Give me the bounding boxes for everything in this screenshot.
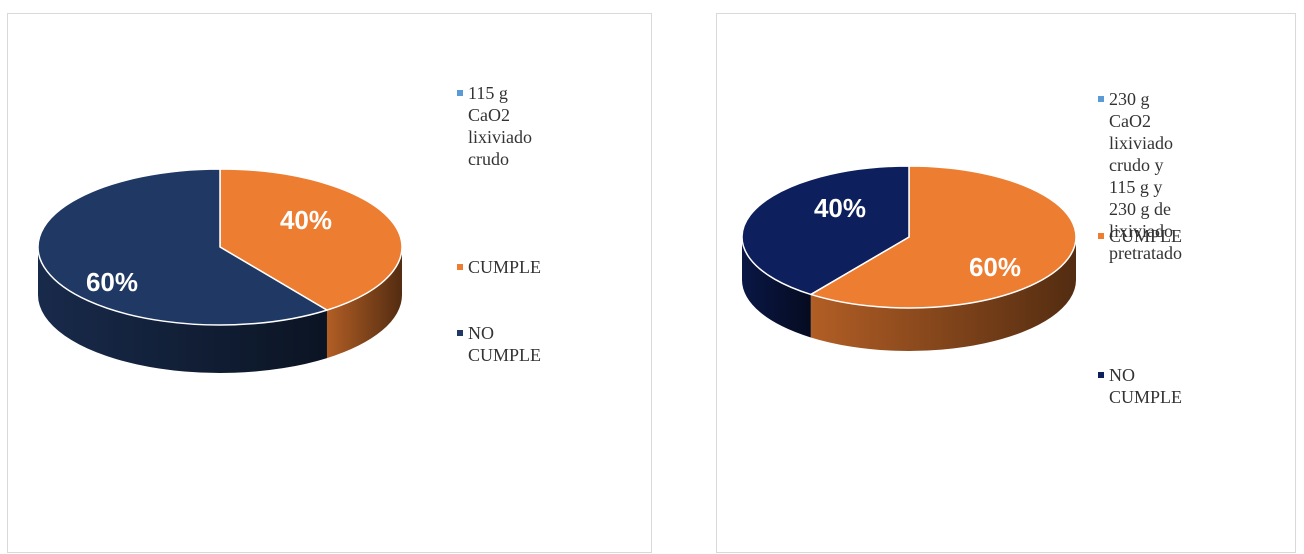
pie-chart-2: 60% 40% xyxy=(717,14,1297,554)
legend-swatch xyxy=(457,90,463,96)
legend-item: CUMPLE xyxy=(457,256,541,278)
legend-label: NO CUMPLE xyxy=(468,322,541,366)
data-label: 40% xyxy=(814,193,866,223)
data-label: 60% xyxy=(969,252,1021,282)
legend-item: CUMPLE xyxy=(1098,225,1182,247)
legend-swatch xyxy=(1098,372,1104,378)
data-label: 60% xyxy=(86,267,138,297)
legend-swatch xyxy=(1098,96,1104,102)
chart-panel-1: 40% 60% 115 g CaO2 lixiviado crudo CUMPLE… xyxy=(7,13,652,553)
legend-label: CUMPLE xyxy=(468,256,541,278)
legend-swatch xyxy=(457,264,463,270)
chart-panel-2: 60% 40% 230 g CaO2 lixiviado crudo y 115 … xyxy=(716,13,1296,553)
legend-item: 115 g CaO2 lixiviado crudo xyxy=(457,82,532,170)
legend-swatch xyxy=(457,330,463,336)
legend-item: NO CUMPLE xyxy=(457,322,541,366)
legend-label: 115 g CaO2 lixiviado crudo xyxy=(468,82,532,170)
legend-label: NO CUMPLE xyxy=(1109,364,1182,408)
legend-swatch xyxy=(1098,233,1104,239)
legend-item: NO CUMPLE xyxy=(1098,364,1182,408)
data-label: 40% xyxy=(280,205,332,235)
pie-chart-1: 40% 60% xyxy=(8,14,653,554)
legend-label: CUMPLE xyxy=(1109,225,1182,247)
